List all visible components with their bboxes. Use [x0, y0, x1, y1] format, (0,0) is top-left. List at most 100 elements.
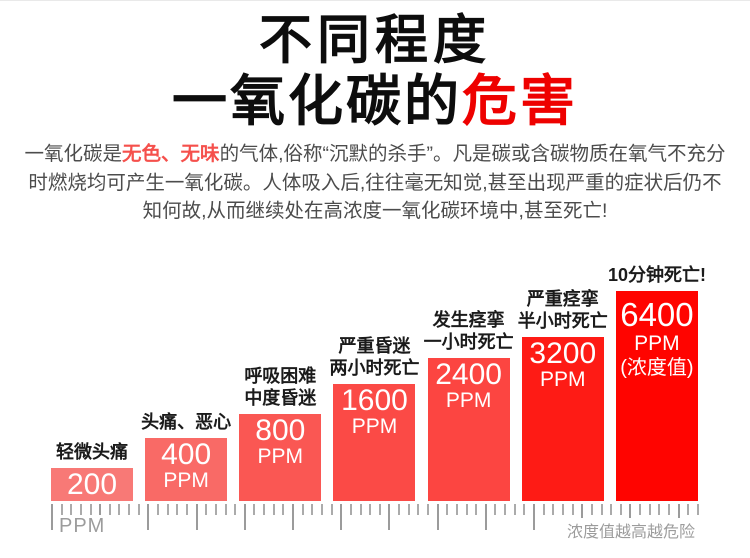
ruler-tick: [118, 504, 121, 515]
ruler-tick: [79, 504, 82, 515]
bar-ppm-value: 800: [255, 414, 306, 447]
ruler-tick: [571, 504, 574, 515]
ruler-tick: [147, 504, 150, 530]
ruler-tick: [195, 504, 198, 530]
ruler-tick: [253, 504, 256, 515]
bar-column: 严重昏迷 两小时死亡 1600 PPM: [329, 335, 419, 501]
ruler-tick: [301, 504, 304, 515]
poster-title: 不同程度 一氧化碳的危害: [0, 1, 750, 131]
ppm-ruler-axis: [51, 504, 699, 534]
ruler-tick: [320, 504, 323, 515]
ruler-tick: [292, 504, 295, 530]
ruler-tick: [60, 504, 63, 515]
ruler-tick: [494, 504, 497, 515]
bar-column: 严重痉挛 半小时死亡 3200 PPM: [518, 288, 608, 501]
bar-condition-label: 头痛、恶心: [141, 412, 232, 432]
bar-ppm-unit: PPM: [257, 445, 304, 468]
ruler-tick: [629, 504, 632, 530]
ruler-tick: [330, 504, 333, 515]
bar-rect: 2400 PPM: [427, 358, 510, 501]
ruler-tick: [687, 504, 690, 515]
bar-condition-label: 10分钟死亡!: [607, 265, 706, 285]
ruler-tick: [359, 504, 362, 515]
ruler-tick: [137, 504, 140, 515]
ruler-tick: [311, 504, 314, 515]
title-line2-red: 危害: [462, 70, 579, 132]
bar-condition-label: 发生痉挛 一小时死亡: [423, 310, 514, 352]
ruler-tick: [417, 504, 420, 515]
ruler-tick: [407, 504, 410, 515]
ruler-tick: [340, 504, 343, 530]
bar-ppm-unit: PPM: [445, 389, 492, 412]
bar-ppm-value: 2400: [435, 358, 502, 391]
ruler-tick: [668, 504, 670, 515]
intro-highlight: 无色、无味: [122, 143, 220, 165]
ruler-tick: [70, 504, 73, 515]
ruler-tick: [272, 504, 275, 515]
ruler-tick: [185, 504, 188, 515]
ruler-tick: [533, 504, 536, 530]
ruler-tick: [176, 504, 179, 515]
ruler-tick: [513, 504, 516, 515]
ruler-tick: [465, 504, 468, 515]
ruler-tick: [263, 504, 266, 515]
ruler-tick: [455, 504, 458, 515]
ruler-tick: [436, 504, 439, 530]
bar-ppm-value: 400: [161, 438, 212, 471]
ruler-tick: [214, 504, 217, 515]
title-line2: 一氧化碳的危害: [0, 71, 750, 131]
ruler-tick: [128, 504, 131, 515]
ruler-tick: [398, 504, 401, 515]
bar-rect: 1600 PPM: [333, 384, 416, 501]
bar-rect: 400 PPM: [145, 438, 228, 501]
intro-part1: 一氧化碳是: [24, 143, 123, 165]
ruler-tick: [696, 504, 699, 515]
ruler-tick: [561, 504, 564, 515]
ruler-tick: [590, 504, 593, 515]
bar-column: 头痛、恶心 400 PPM: [141, 411, 231, 501]
bar-ppm-unit: PPM: [634, 332, 680, 355]
bar-ppm-value: 6400: [620, 296, 694, 333]
ruler-tick: [157, 504, 160, 515]
ruler-tick: [484, 504, 487, 530]
co-ppm-bar-chart: 轻微头痛 200 头痛、恶心 400 PPM 呼吸困难 中度昏迷 800 PPM 严重昏迷 两小时死…: [51, 257, 706, 501]
bar-ppm-unit: PPM: [351, 415, 398, 438]
bar-ppm-value: 1600: [341, 384, 408, 417]
ruler-tick: [600, 504, 603, 515]
bar-rect: 3200 PPM: [521, 337, 604, 501]
bar-ppm-value: 200: [66, 468, 118, 501]
bar-column: 呼吸困难 中度昏迷 800 PPM: [239, 365, 322, 501]
ruler-tick: [658, 504, 661, 515]
bar-column: 轻微头痛 200: [51, 441, 133, 501]
bar-rect: 800 PPM: [239, 414, 322, 501]
bar-concentration-note: (浓度值): [620, 357, 694, 379]
ruler-tick: [610, 504, 613, 515]
axis-right-label: 浓度值越高越危险: [563, 518, 698, 542]
bar-column: 10分钟死亡! 6400 PPM (浓度值): [608, 264, 706, 501]
bar-condition-label: 严重昏迷 两小时死亡: [329, 336, 420, 378]
ruler-tick: [378, 504, 381, 515]
ruler-tick: [446, 504, 449, 515]
bar-ppm-unit: PPM: [540, 368, 586, 391]
ruler-tick: [648, 504, 651, 515]
ruler-tick: [619, 504, 622, 515]
ruler-tick: [243, 504, 246, 530]
ruler-tick: [234, 504, 237, 515]
intro-part2: 的气体,俗称“沉默的杀手”。凡是碳或含碳物质在氧气不充分时燃烧均可产生一氧化碳。…: [28, 143, 726, 222]
ruler-tick: [523, 504, 526, 515]
title-line2-black: 一氧化碳的: [171, 70, 462, 132]
title-line1: 不同程度: [259, 11, 491, 70]
ruler-tick: [639, 504, 642, 515]
bar-condition-label: 轻微头痛: [56, 442, 128, 462]
ruler-tick: [282, 504, 285, 515]
ruler-tick: [552, 504, 555, 515]
bar-ppm-unit: PPM: [163, 469, 209, 492]
ruler-tick: [89, 504, 92, 515]
bar-condition-label: 呼吸困难 中度昏迷: [244, 366, 317, 408]
ruler-tick: [205, 504, 208, 515]
ruler-tick: [426, 504, 429, 515]
ruler-tick: [369, 504, 372, 515]
bar-rect: 6400 PPM (浓度值): [615, 291, 698, 501]
ruler-tick: [542, 504, 545, 515]
ruler-tick: [51, 504, 53, 530]
